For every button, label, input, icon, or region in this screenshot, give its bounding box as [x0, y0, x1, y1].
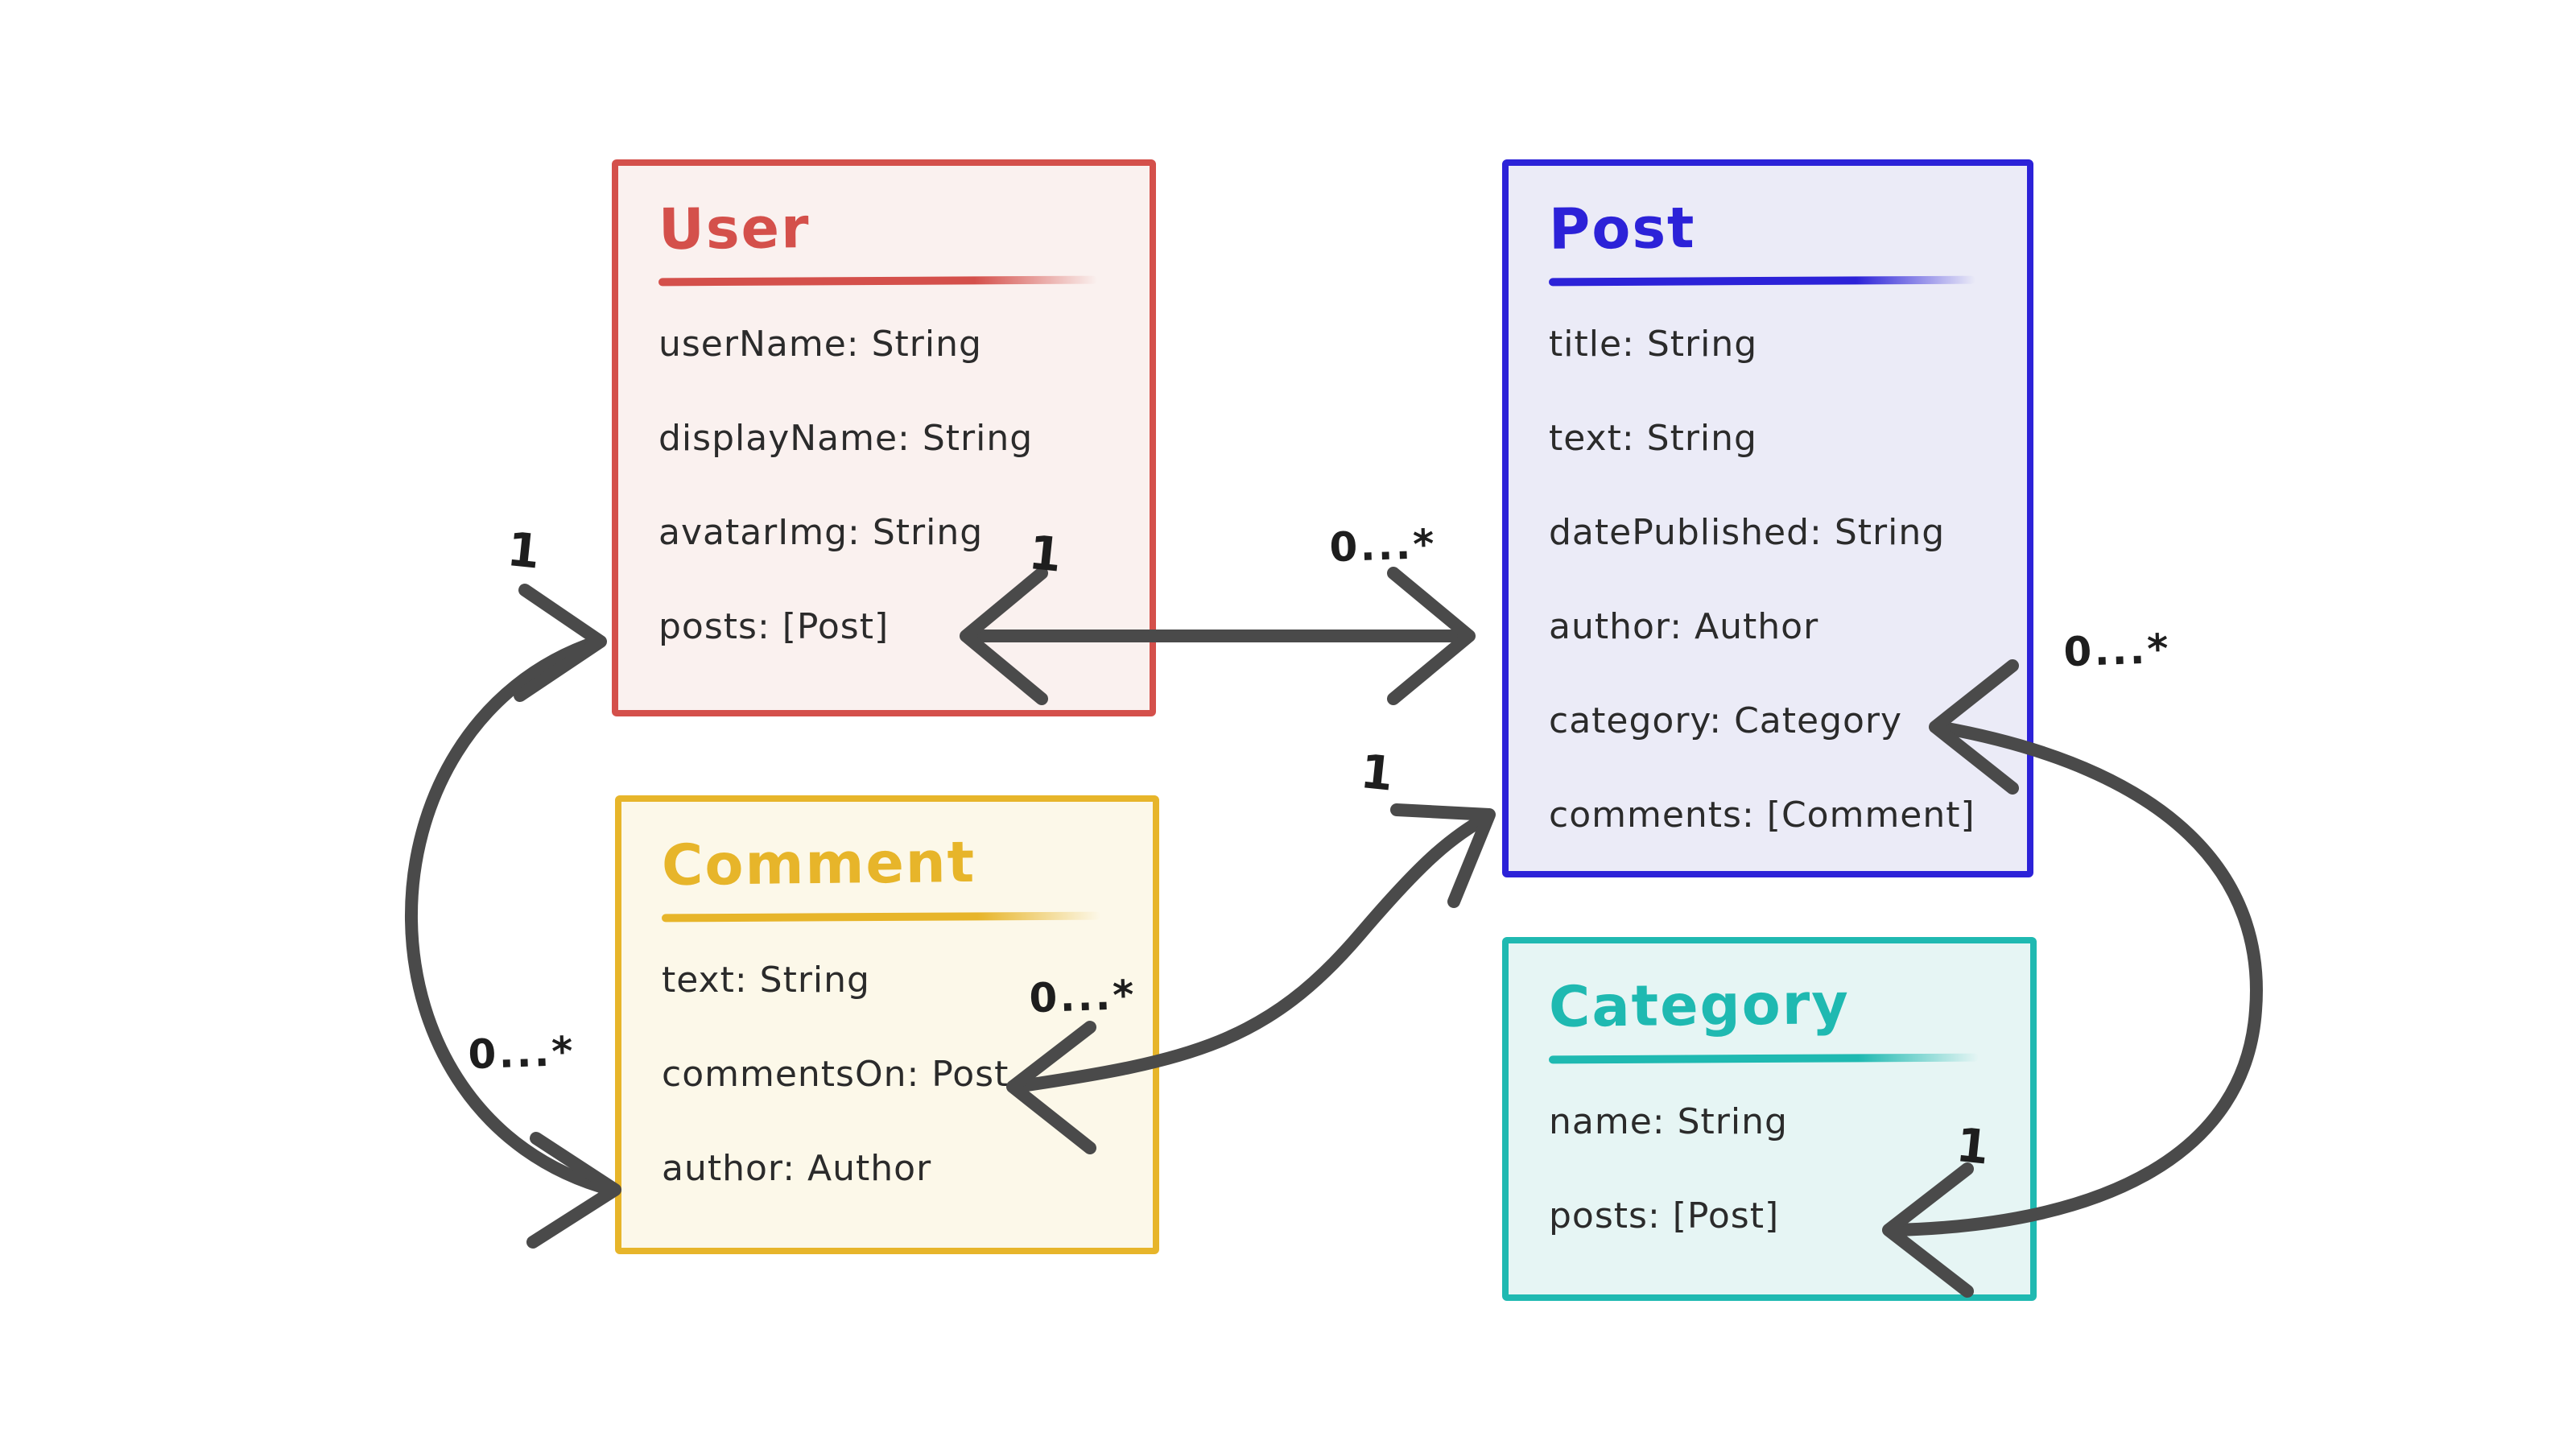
- multiplicity-comment-post-many: 0...*: [1028, 971, 1137, 1022]
- field-post-category: category: Category: [1549, 700, 1903, 741]
- field-text: text: String: [1549, 417, 1757, 459]
- entity-fields-user: userName: String displayName: String ava…: [658, 324, 1121, 647]
- field-username: userName: String: [658, 323, 982, 365]
- entity-title-post: Post: [1548, 195, 1696, 262]
- entity-title-comment: Comment: [661, 828, 976, 899]
- title-underline: [658, 275, 1098, 286]
- title-underline: [1548, 275, 1976, 286]
- multiplicity-user-comment-many: 0...*: [467, 1027, 576, 1079]
- entity-card-comment: Comment text: String commentsOn: Post au…: [615, 795, 1159, 1254]
- field-avatarimg: avatarImg: String: [658, 511, 984, 553]
- multiplicity-post-category-one: 1: [1953, 1117, 1995, 1176]
- field-datepublished: datePublished: String: [1549, 511, 1946, 553]
- field-category-posts: posts: [Post]: [1549, 1195, 1780, 1236]
- field-title: title: String: [1549, 323, 1758, 365]
- multiplicity-comment-post-one: 1: [1357, 743, 1399, 803]
- entity-fields-comment: text: String commentsOn: Post author: Au…: [662, 960, 1124, 1189]
- entity-card-post: Post title: String text: String datePubl…: [1502, 159, 2033, 877]
- field-comment-author: author: Author: [662, 1147, 932, 1189]
- entity-fields-category: name: String posts: [Post]: [1549, 1101, 2001, 1236]
- field-post-author: author: Author: [1549, 605, 1819, 647]
- title-underline: [1548, 1053, 1979, 1063]
- field-displayname: displayName: String: [658, 417, 1034, 459]
- multiplicity-user-post-many: 0...*: [1328, 520, 1438, 572]
- field-category-name: name: String: [1549, 1100, 1788, 1142]
- field-comment-text: text: String: [662, 959, 870, 1001]
- entity-card-user: User userName: String displayName: Strin…: [612, 159, 1156, 716]
- entity-title-user: User: [658, 195, 811, 263]
- multiplicity-user-comment-one: 1: [504, 521, 546, 580]
- field-post-comments: comments: [Comment]: [1549, 794, 1975, 836]
- field-user-posts: posts: [Post]: [658, 605, 890, 647]
- multiplicity-user-post-one: 1: [1026, 524, 1067, 584]
- title-underline: [661, 911, 1101, 922]
- multiplicity-post-category-many: 0...*: [2062, 625, 2172, 676]
- entity-card-category: Category name: String posts: [Post]: [1502, 937, 2037, 1301]
- arrow-user-comment: [405, 584, 621, 1249]
- entity-title-category: Category: [1548, 971, 1851, 1040]
- entity-fields-post: title: String text: String datePublished…: [1549, 324, 1998, 836]
- field-commentson: commentsOn: Post: [662, 1053, 1009, 1095]
